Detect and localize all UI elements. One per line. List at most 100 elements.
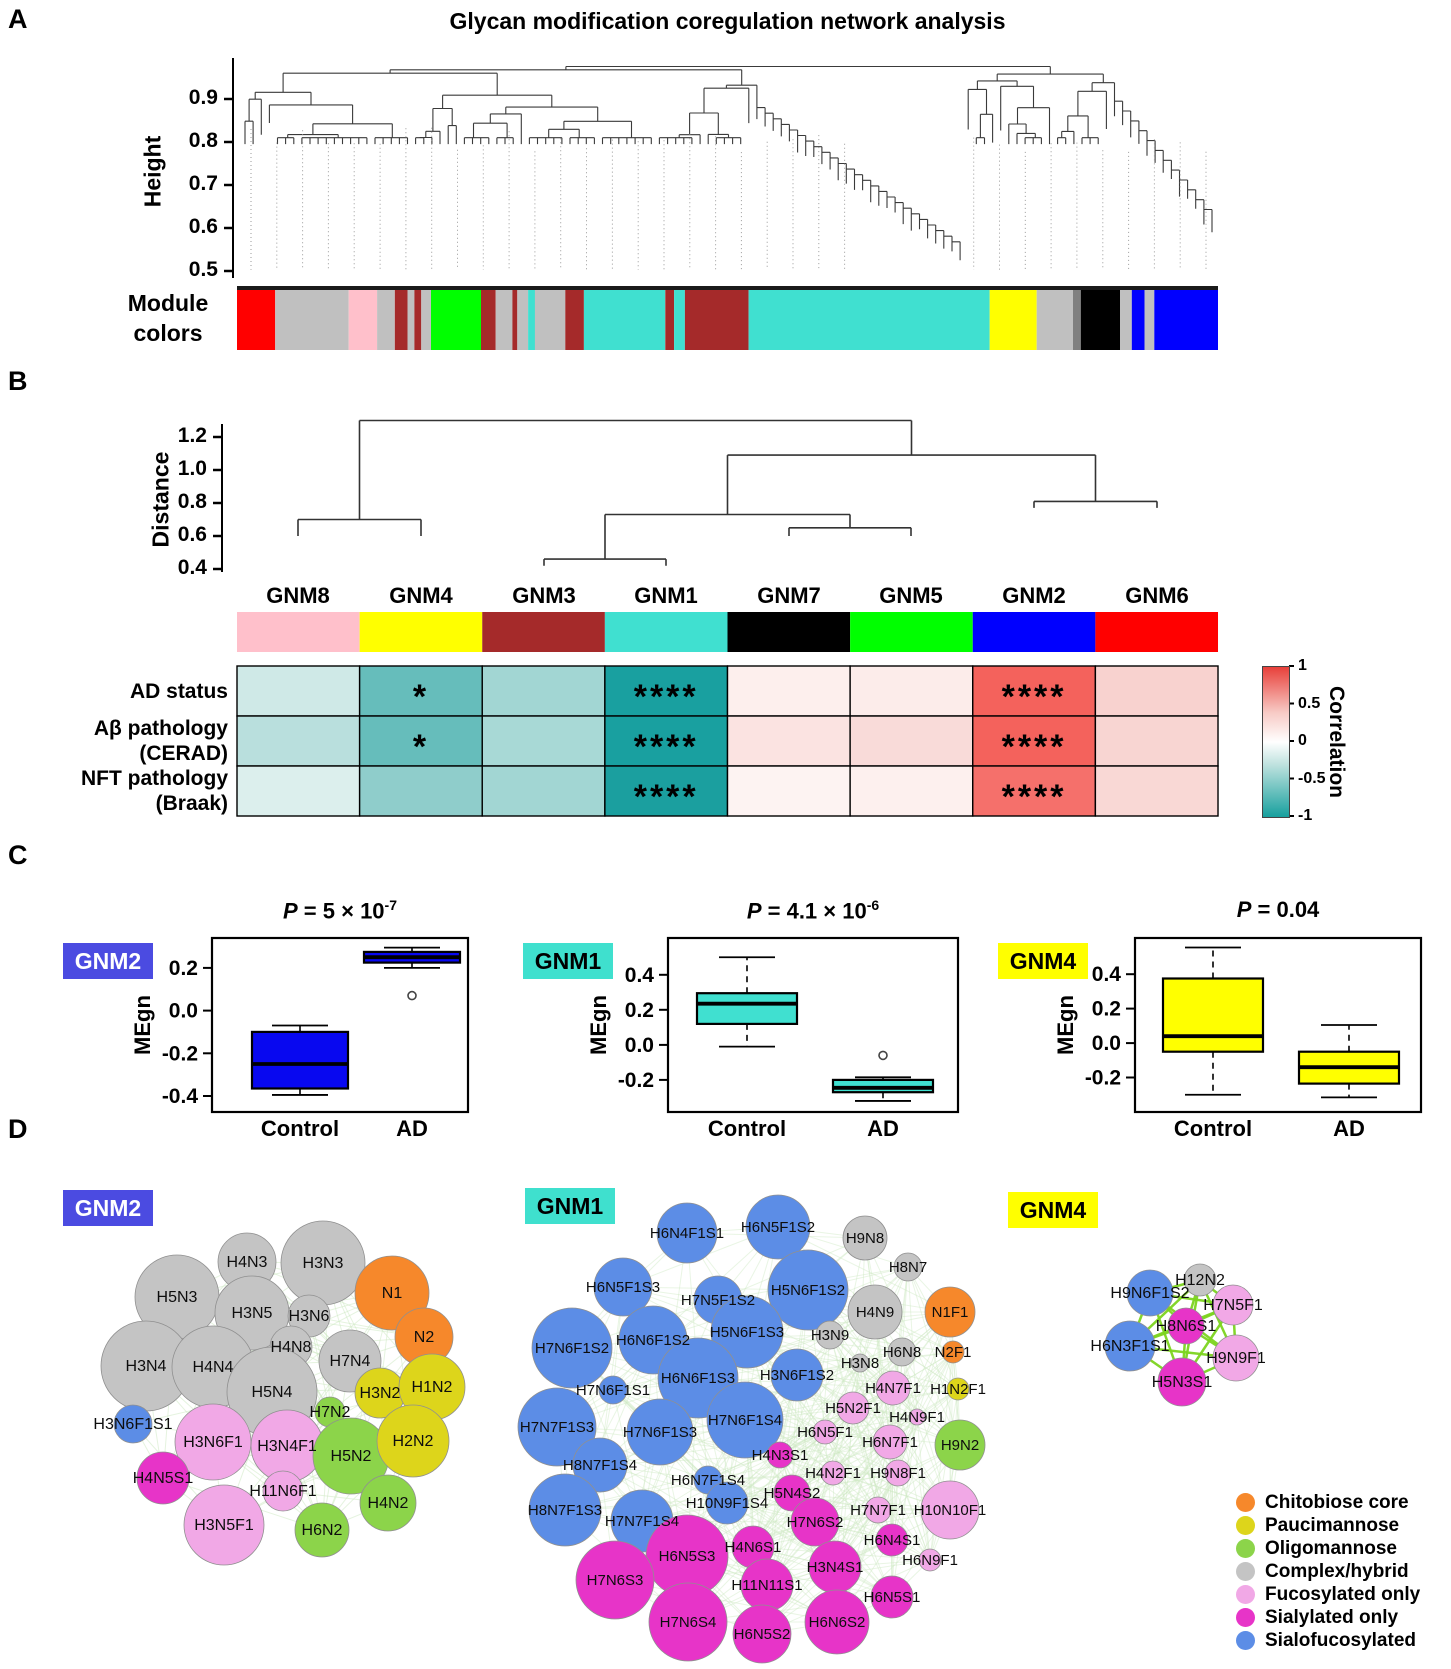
glycan-node-label: N1 — [382, 1285, 403, 1302]
legend-label: Sialofucosylated — [1265, 1629, 1416, 1651]
distance-tick-label: 1.2 — [177, 424, 207, 447]
glycan-node — [908, 1408, 926, 1426]
glycan-node-label: H4N9 — [856, 1304, 894, 1321]
y-tick-label: 0.2 — [1092, 998, 1121, 1021]
glycan-node — [1167, 1307, 1205, 1345]
legend-item-fuco: Fucosylated only — [1236, 1583, 1420, 1606]
glycan-node-label: H4N9F1 — [889, 1409, 945, 1426]
colorbar-tick-label: 0 — [1298, 732, 1307, 749]
module-color-segment — [1154, 290, 1218, 350]
glycan-node-label: H7N6S2 — [787, 1514, 844, 1531]
correlation-cell — [726, 665, 851, 717]
correlation-cell — [849, 765, 974, 817]
heatmap-row-label: AD status — [129, 679, 228, 703]
glycan-node — [710, 1295, 784, 1369]
module-color-segment — [407, 290, 415, 350]
glycan-node-label: H6N5F1S2 — [741, 1219, 815, 1236]
module-color-segment — [414, 290, 422, 350]
module-color-segment — [748, 290, 990, 350]
module-color-segment — [565, 290, 584, 350]
glycan-node-label: H6N2 — [302, 1522, 343, 1539]
glycan-node — [1157, 1357, 1207, 1407]
glycan-node — [773, 1474, 811, 1512]
module-name-gnm4: GNM4 — [389, 583, 453, 608]
module-bar-top-rule — [237, 286, 1218, 290]
glycan-node — [1212, 1334, 1260, 1382]
glycan-node — [531, 1307, 613, 1389]
glycan-node-label: H5N6F1S2 — [771, 1282, 845, 1299]
module-name-gnm2: GNM2 — [1002, 583, 1066, 608]
module-color-segment — [665, 290, 675, 350]
legend-item-oligo: Oligomannose — [1236, 1537, 1420, 1560]
glycan-node-label: H3N4F1 — [257, 1438, 317, 1455]
legend-label: Complex/hybrid — [1265, 1560, 1409, 1582]
glycan-node-label: H12N2 — [1175, 1272, 1225, 1289]
y-tick-label: -0.2 — [162, 1042, 198, 1065]
glycan-node — [918, 1548, 942, 1572]
glycan-node — [626, 1398, 694, 1466]
legend-item-sialofuco: Sialofucosylated — [1236, 1629, 1420, 1652]
y-tick-label: -0.2 — [1085, 1067, 1121, 1090]
module-color-segment — [583, 290, 666, 350]
glycan-node-label: H7N6F1S4 — [708, 1412, 782, 1429]
height-axis-label: Height — [139, 135, 166, 208]
legend-item-chitobiose: Chitobiose core — [1236, 1491, 1420, 1514]
megn-axis-label: MEgn — [130, 995, 155, 1055]
glycan-node — [136, 1451, 190, 1505]
module-color-segment — [495, 290, 513, 350]
glycan-node-label: H8N6S1 — [1156, 1318, 1217, 1335]
correlation-cell — [726, 715, 851, 767]
glycan-node — [875, 1523, 909, 1557]
glycan-node-label: H10N9F1S4 — [686, 1495, 769, 1512]
glycan-node-label: H3N8 — [841, 1355, 879, 1372]
height-tick-label: 0.6 — [188, 215, 218, 238]
module-color-segment — [1144, 290, 1155, 350]
y-tick-label: -0.4 — [162, 1085, 199, 1108]
glycan-node-label: H7N4 — [330, 1353, 371, 1370]
glycan-node — [887, 1337, 917, 1367]
glycan-node — [517, 1387, 597, 1467]
sialo-color-dot — [1236, 1608, 1255, 1627]
oligo-color-dot — [1236, 1539, 1255, 1558]
glycan-node-label: H6N5S2 — [734, 1626, 791, 1643]
module-color-segment — [1120, 290, 1132, 350]
glycan-node — [656, 1202, 718, 1264]
glycan-node-label: H7N6F1S1 — [576, 1382, 650, 1399]
glycan-node-label: H8N7F1S4 — [563, 1457, 637, 1474]
y-tick-label: 0.4 — [1092, 963, 1122, 986]
correlation-colorbar-label: Correlation — [1325, 685, 1348, 798]
glycan-node — [934, 1419, 986, 1471]
glycan-node-label: H4N2 — [368, 1495, 409, 1512]
glycan-node-label: H4N5S1 — [133, 1470, 194, 1487]
glycan-node-label: H5N4S2 — [764, 1485, 821, 1502]
megn-axis-label: MEgn — [1053, 995, 1078, 1055]
chitobiose-color-dot — [1236, 1493, 1255, 1512]
legend-label: Fucosylated only — [1265, 1583, 1421, 1605]
legend-label: Chitobiose core — [1265, 1491, 1409, 1513]
glycan-node — [820, 1460, 846, 1486]
significance-stars: **** — [1002, 728, 1067, 766]
glycan-node — [732, 1604, 792, 1664]
module-color-segment — [421, 290, 431, 350]
module-color-segment — [674, 290, 685, 350]
glycan-node-label: H9N8 — [846, 1230, 884, 1247]
glycan-node — [870, 1575, 914, 1619]
module-color-segment — [237, 290, 276, 350]
glycan-node-label: H1N2 — [412, 1379, 453, 1396]
y-tick-label: -0.2 — [618, 1069, 654, 1092]
glycan-node-label: H1N2F1 — [930, 1381, 986, 1398]
significance-stars: **** — [1002, 678, 1067, 716]
panel-a-letter: A — [8, 4, 28, 34]
glycan-node — [648, 1582, 728, 1662]
glycan-node-label: H3N3 — [303, 1255, 344, 1272]
glycan-node-label: H4N3S1 — [752, 1447, 809, 1464]
module-color-segment — [481, 290, 496, 350]
glycan-node — [804, 1589, 870, 1655]
group-label-control: Control — [708, 1116, 786, 1141]
module-color-segment — [684, 290, 749, 350]
glycan-node-label: H4N3 — [227, 1254, 268, 1271]
p-value-title: P = 4.1 × 10-6 — [746, 897, 880, 924]
glycan-node-label: H10N10F1 — [914, 1502, 987, 1519]
glycan-node — [593, 1257, 653, 1317]
glycan-node-label: H3N5 — [232, 1305, 273, 1322]
